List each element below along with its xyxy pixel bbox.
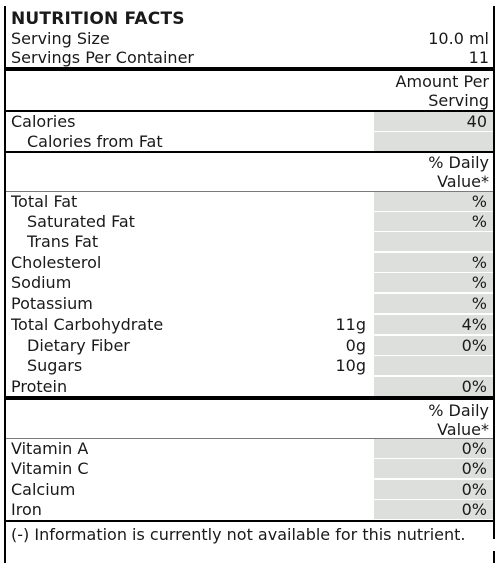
calories-value-cell: 40: [374, 112, 493, 131]
nutrient-label: Total Fat: [11, 192, 78, 211]
nutrient-dv: %: [471, 273, 487, 292]
calories-row: Calories 40: [6, 112, 493, 131]
nutrient-dv: %: [471, 212, 487, 231]
amount-per-header-line2: Serving: [428, 91, 489, 110]
nutrient-dv-cell: %: [374, 253, 493, 272]
vitamin-row-iron: Iron 0%: [6, 500, 493, 519]
nutrient-dv-cell: 0%: [374, 377, 493, 396]
nutrient-dv: 0%: [461, 377, 487, 396]
vitamin-daily-value-header-line1: % Daily: [428, 401, 489, 420]
servings-per-container-value: 11: [468, 48, 489, 67]
nutrient-dv-cell: 4%: [374, 315, 493, 334]
servings-per-container-row: Servings Per Container 11: [11, 48, 489, 67]
nutrient-label: Cholesterol: [11, 253, 102, 272]
nutrient-label: Potassium: [11, 294, 93, 313]
nutrient-row-potassium: Potassium %: [6, 294, 493, 313]
nutrient-dv-cell: %: [374, 294, 493, 313]
calories-label: Calories: [11, 112, 76, 131]
divider-thin: [6, 191, 493, 192]
vitamin-dv: 0%: [461, 459, 487, 478]
nutrient-dv: 0%: [461, 336, 487, 355]
nutrient-row-trans-fat: Trans Fat: [6, 232, 493, 251]
vitamin-row-vitamin-a: Vitamin A 0%: [6, 439, 493, 458]
calories-value: 40: [466, 112, 487, 131]
serving-size-row: Serving Size 10.0 ml: [11, 29, 489, 48]
nutrient-row-protein: Protein 0%: [6, 377, 493, 396]
nutrient-row-total-carbohydrate: Total Carbohydrate 11g 4%: [6, 315, 493, 334]
vitamin-dv: 0%: [461, 480, 487, 499]
nutrient-row-sodium: Sodium %: [6, 273, 493, 292]
frame-right-border-lower: [493, 551, 495, 563]
nutrient-dv-cell: %: [374, 273, 493, 292]
vitamin-dv: 0%: [461, 500, 487, 519]
serving-size-label: Serving Size: [11, 29, 110, 48]
vitamin-dv-cell: 0%: [374, 500, 493, 519]
nutrient-label: Protein: [11, 377, 68, 396]
vitamin-daily-value-header-line2: Value*: [437, 420, 489, 439]
nutrient-dv: 4%: [461, 315, 487, 334]
nutrient-amount: 10g: [335, 356, 366, 375]
vitamin-dv-cell: 0%: [374, 459, 493, 478]
nutrient-amount: 11g: [335, 315, 366, 334]
vitamin-dv: 0%: [461, 439, 487, 458]
vitamin-row-calcium: Calcium 0%: [6, 480, 493, 499]
vitamin-dv-cell: 0%: [374, 480, 493, 499]
daily-value-header-line2: Value*: [437, 172, 489, 191]
nutrient-label: Trans Fat: [27, 232, 99, 251]
nutrient-row-dietary-fiber: Dietary Fiber 0g 0%: [6, 336, 493, 355]
amount-per-header-line1: Amount Per: [395, 72, 489, 91]
calories-from-fat-label: Calories from Fat: [27, 132, 163, 151]
nutrient-dv-cell: 0%: [374, 336, 493, 355]
daily-value-header-line1: % Daily: [428, 153, 489, 172]
divider-thick: [4, 396, 495, 400]
nutrient-amount: 0g: [345, 336, 366, 355]
nutrient-dv: %: [471, 253, 487, 272]
vitamin-label: Vitamin C: [11, 459, 89, 478]
nutrient-dv-cell: [374, 356, 493, 375]
frame-left-border: [4, 6, 6, 563]
footnote: (-) Information is currently not availab…: [11, 525, 466, 544]
serving-size-value: 10.0 ml: [428, 29, 489, 48]
nutrient-dv-cell: %: [374, 212, 493, 231]
frame-right-border: [493, 6, 495, 539]
vitamin-dv-cell: 0%: [374, 439, 493, 458]
nutrient-dv: %: [471, 294, 487, 313]
vitamin-label: Calcium: [11, 480, 76, 499]
divider: [4, 151, 495, 153]
divider: [4, 520, 495, 522]
nutrient-row-sugars: Sugars 10g: [6, 356, 493, 375]
nutrient-label: Dietary Fiber: [27, 336, 130, 355]
nutrient-dv: %: [471, 192, 487, 211]
nutrient-label: Total Carbohydrate: [11, 315, 164, 334]
nutrient-row-saturated-fat: Saturated Fat %: [6, 212, 493, 231]
divider: [4, 110, 495, 112]
nutrient-label: Sugars: [27, 356, 83, 375]
vitamin-row-vitamin-c: Vitamin C 0%: [6, 459, 493, 478]
servings-per-container-label: Servings Per Container: [11, 48, 194, 67]
nutrient-row-cholesterol: Cholesterol %: [6, 253, 493, 272]
divider-thin: [6, 438, 493, 439]
label-title: NUTRITION FACTS: [11, 9, 185, 29]
calories-from-fat-row: Calories from Fat: [6, 132, 493, 151]
vitamin-label: Vitamin A: [11, 439, 89, 458]
vitamin-label: Iron: [11, 500, 42, 519]
calories-from-fat-cell: [374, 132, 493, 151]
nutrient-dv-cell: [374, 232, 493, 251]
divider-thick: [4, 67, 495, 71]
nutrient-row-total-fat: Total Fat %: [6, 192, 493, 211]
nutrient-label: Sodium: [11, 273, 72, 292]
nutrient-dv-cell: %: [374, 192, 493, 211]
nutrient-label: Saturated Fat: [27, 212, 135, 231]
